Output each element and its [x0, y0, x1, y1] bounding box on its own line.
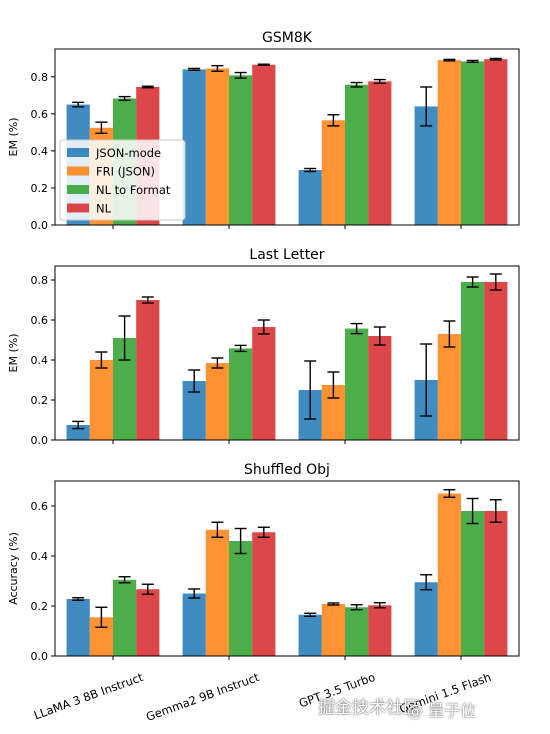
panel-1: 0.0 0.2 0.4 0.6 0.8 GSM8K EM (%) JSON-mode FRI (…: [7, 30, 520, 232]
bar: [229, 541, 253, 656]
plot-frame: [54, 48, 520, 226]
bar: [321, 385, 345, 440]
y-tick-label: 0.0: [31, 219, 49, 232]
bar: [484, 59, 508, 226]
bar: [437, 334, 461, 440]
plot-frame: [54, 480, 520, 657]
watermark-main: 掘金技术社区: [318, 698, 420, 718]
bar: [205, 529, 229, 656]
bar: [461, 61, 485, 226]
y-tick-label: 0.2: [31, 394, 49, 407]
panel-2: 0.0 0.2 0.4 0.6 0.8 Last Letter EM (%): [7, 247, 520, 447]
y-axis-label: EM (%): [7, 118, 20, 157]
y-axis-label: EM (%): [7, 334, 20, 373]
bar: [368, 336, 392, 440]
y-tick-label: 0.2: [31, 182, 49, 195]
bar: [368, 81, 392, 225]
bar: [252, 64, 276, 225]
legend-swatch: [67, 203, 89, 213]
bar: [368, 605, 392, 656]
bar: [345, 328, 369, 440]
y-axis-label: Accuracy (%): [7, 532, 20, 605]
bar: [182, 593, 206, 656]
bar: [414, 106, 438, 225]
x-tick-label: Gemma2 9B Instruct: [144, 670, 261, 724]
legend-swatch: [67, 185, 89, 194]
legend-entry: JSON-mode: [95, 146, 161, 160]
bar: [461, 511, 485, 656]
bar: [437, 60, 461, 226]
bar: [414, 582, 438, 656]
bar: [182, 69, 206, 226]
bar: [461, 282, 485, 440]
bar: [252, 532, 276, 656]
y-tick-label: 0.6: [31, 314, 49, 327]
x-tick-label: LLaMA 3 8B Instruct: [32, 670, 145, 723]
bar: [182, 381, 206, 440]
bar: [298, 169, 322, 225]
y-tick-label: 0.2: [31, 600, 49, 613]
bar: [205, 363, 229, 440]
legend: JSON-mode FRI (JSON) NL to Format NL: [59, 139, 186, 221]
bar: [229, 348, 253, 440]
y-tick-label: 0.0: [31, 650, 49, 663]
bar: [66, 599, 90, 656]
bar: [113, 338, 137, 440]
y-tick-label: 0.4: [31, 354, 49, 367]
y-tick-label: 0.8: [31, 274, 49, 287]
bar: [484, 511, 508, 656]
bar: [345, 84, 369, 225]
bar: [298, 614, 322, 656]
legend-entry: NL to Format: [96, 183, 171, 197]
bar: [437, 493, 461, 656]
y-tick-label: 0.8: [31, 71, 49, 84]
bar: [136, 589, 160, 656]
watermark-sub: @ 量子位: [407, 701, 477, 720]
chart-title: Last Letter: [249, 247, 324, 263]
chart-title: GSM8K: [262, 30, 313, 46]
bar: [321, 120, 345, 225]
y-tick-label: 0.4: [31, 145, 49, 158]
legend-box: [59, 139, 186, 221]
y-tick-label: 0.0: [31, 434, 49, 447]
bar: [252, 327, 276, 440]
y-tick-label: 0.6: [31, 108, 49, 121]
bar: [484, 282, 508, 440]
bar: [205, 68, 229, 225]
legend-swatch: [67, 148, 89, 157]
panel-3: 0.0 0.2 0.4 0.6 Shuffled Obj Accuracy (%) LLaM…: [7, 462, 520, 724]
y-tick-label: 0.4: [31, 550, 49, 563]
chart-title: Shuffled Obj: [244, 462, 330, 478]
y-tick-label: 0.6: [31, 500, 49, 513]
legend-entry: FRI (JSON): [96, 165, 155, 179]
bar: [136, 300, 160, 440]
bar: [345, 607, 369, 656]
plot-frame: [54, 265, 520, 441]
bar: [321, 604, 345, 656]
bar: [89, 360, 113, 440]
bar: [229, 75, 253, 225]
legend-swatch: [67, 166, 89, 176]
legend-entry: NL: [96, 202, 112, 216]
bar: [113, 579, 137, 656]
